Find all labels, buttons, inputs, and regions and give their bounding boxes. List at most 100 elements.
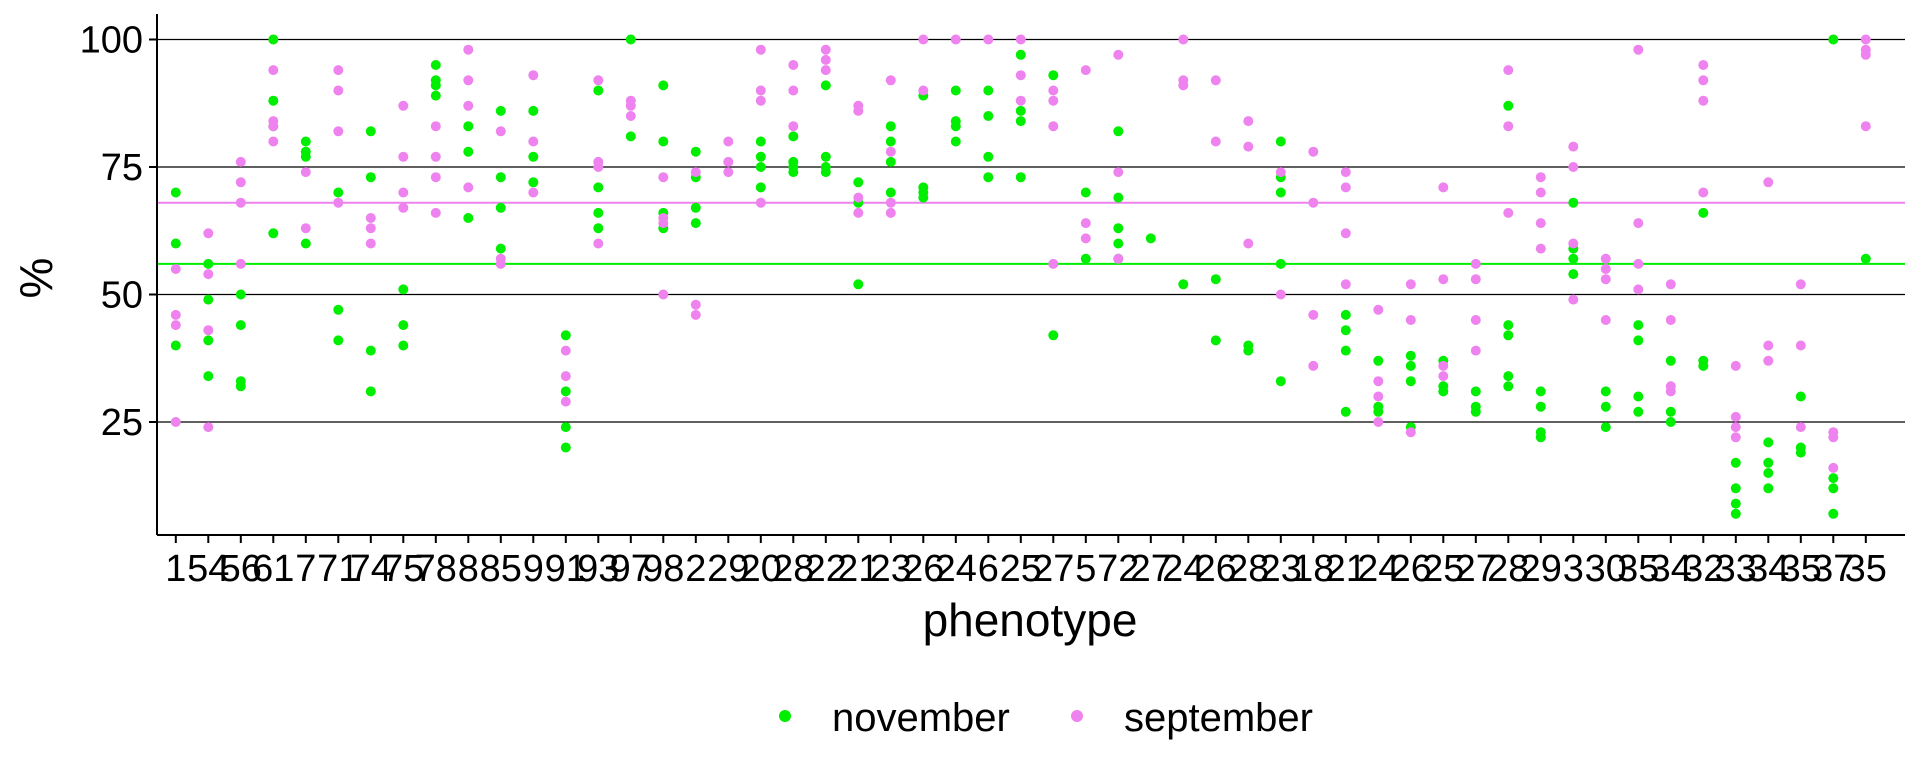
point-november-110 <box>1243 345 1254 356</box>
point-september-138 <box>1568 141 1579 152</box>
point-november-160 <box>1730 483 1741 494</box>
point-november-43 <box>560 330 571 341</box>
point-november-10 <box>235 381 246 392</box>
point-september-122 <box>1405 427 1416 438</box>
point-november-33 <box>463 121 474 132</box>
point-november-137 <box>1503 381 1514 392</box>
point-november-25 <box>365 386 376 397</box>
point-november-36 <box>495 105 506 116</box>
point-september-106 <box>1275 167 1286 178</box>
x-tick-label-45: 30 <box>1585 548 1627 590</box>
point-september-156 <box>1698 95 1709 106</box>
point-november-77 <box>885 136 896 147</box>
point-september-162 <box>1763 177 1774 188</box>
point-september-113 <box>1340 182 1351 193</box>
point-september-14 <box>268 121 279 132</box>
x-tick-label-9: 78 <box>415 548 457 590</box>
point-september-51 <box>625 100 636 111</box>
point-september-97 <box>1113 253 1124 264</box>
point-september-0 <box>170 264 181 274</box>
point-september-130 <box>1470 345 1481 356</box>
point-november-132 <box>1470 406 1481 417</box>
point-september-72 <box>820 65 831 76</box>
point-september-125 <box>1438 360 1449 371</box>
point-september-81 <box>918 34 929 45</box>
point-november-63 <box>755 162 766 172</box>
point-september-16 <box>300 167 311 178</box>
point-september-111 <box>1308 360 1319 371</box>
point-september-170 <box>1828 462 1839 473</box>
point-november-105 <box>1145 233 1156 244</box>
point-november-23 <box>365 172 376 183</box>
legend-swatch-september <box>1071 710 1083 722</box>
point-september-141 <box>1568 294 1579 305</box>
point-september-82 <box>918 85 929 96</box>
point-november-51 <box>625 34 636 45</box>
x-tick-label-48: 32 <box>1682 548 1724 590</box>
point-november-40 <box>528 105 539 116</box>
x-tick-label-2: 54 <box>187 548 229 590</box>
point-november-97 <box>1048 330 1059 341</box>
point-september-165 <box>1795 279 1806 290</box>
point-november-69 <box>820 80 831 91</box>
point-november-29 <box>430 60 441 70</box>
point-november-99 <box>1080 253 1091 264</box>
x-tick-label-3: 56 <box>220 548 262 590</box>
point-september-158 <box>1730 360 1741 371</box>
point-november-14 <box>268 228 279 239</box>
point-september-140 <box>1568 238 1579 249</box>
point-november-117 <box>1340 325 1351 336</box>
point-september-37 <box>495 126 506 137</box>
x-axis-title: phenotype <box>923 594 1138 646</box>
point-november-148 <box>1600 422 1611 433</box>
point-september-79 <box>885 197 896 208</box>
point-november-130 <box>1470 386 1481 397</box>
point-november-87 <box>950 136 961 147</box>
point-november-5 <box>203 335 214 346</box>
x-tick-label-22: 21 <box>837 548 879 590</box>
x-tick-label-49: 33 <box>1715 548 1757 590</box>
point-september-84 <box>983 34 994 45</box>
point-november-59 <box>690 202 701 213</box>
point-september-46 <box>593 75 604 86</box>
point-november-72 <box>820 167 831 178</box>
point-september-109 <box>1308 197 1319 208</box>
point-september-150 <box>1665 279 1676 290</box>
point-september-36 <box>463 182 474 193</box>
reference-lines <box>157 201 1905 265</box>
point-november-161 <box>1730 498 1741 509</box>
point-september-157 <box>1698 187 1709 198</box>
x-tick-label-14: 93 <box>577 548 619 590</box>
point-november-96 <box>1048 70 1059 81</box>
point-november-102 <box>1113 223 1124 234</box>
point-september-6 <box>203 325 214 336</box>
point-september-155 <box>1698 75 1709 86</box>
point-november-15 <box>300 136 311 147</box>
x-tick-label-31: 27 <box>1130 548 1172 590</box>
point-september-57 <box>690 167 701 178</box>
point-november-120 <box>1373 355 1384 366</box>
point-november-123 <box>1405 350 1416 361</box>
point-november-1 <box>170 238 181 249</box>
x-tick-label-35: 23 <box>1260 548 1302 590</box>
point-november-79 <box>885 187 896 198</box>
point-september-19 <box>333 85 344 96</box>
point-september-169 <box>1828 432 1839 443</box>
x-tick-label-28: 27 <box>1032 548 1074 590</box>
point-september-153 <box>1665 386 1676 397</box>
point-september-123 <box>1438 182 1449 193</box>
point-november-38 <box>495 202 506 213</box>
point-september-151 <box>1665 315 1676 325</box>
point-november-50 <box>593 223 604 234</box>
x-tick-label-12: 9 <box>523 548 544 590</box>
point-september-83 <box>950 34 961 45</box>
point-november-144 <box>1568 253 1579 264</box>
point-november-83 <box>918 192 929 203</box>
point-november-147 <box>1600 401 1611 412</box>
point-september-4 <box>203 228 214 239</box>
x-tick-label-21: 22 <box>805 548 847 590</box>
point-november-3 <box>203 258 214 269</box>
point-september-55 <box>658 218 669 229</box>
point-november-139 <box>1535 401 1546 412</box>
